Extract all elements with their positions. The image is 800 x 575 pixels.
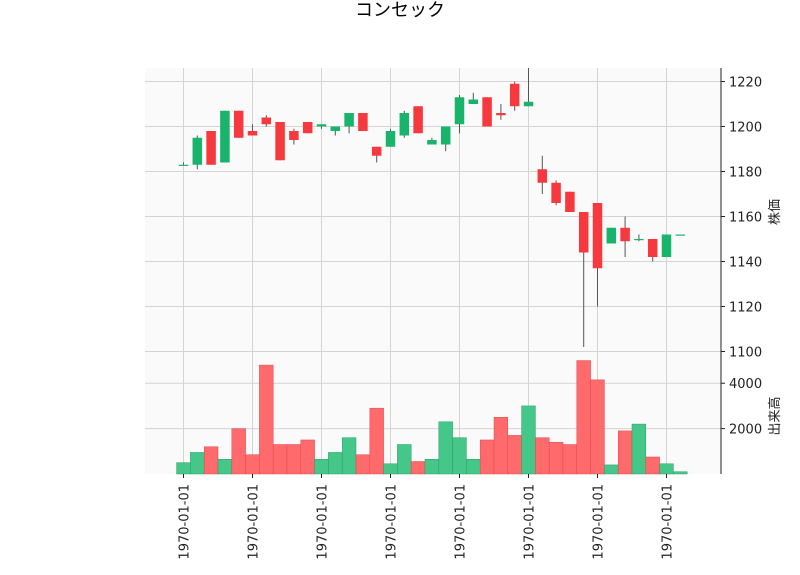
- price-tick-label: 1220: [729, 76, 762, 91]
- candle-body: [620, 227, 630, 242]
- candle-body: [206, 131, 216, 165]
- candle-body: [606, 227, 617, 244]
- volume-tick-label: 4000: [729, 377, 762, 392]
- candle-body: [344, 113, 354, 127]
- volume-bar: [535, 437, 550, 475]
- candle-body: [302, 122, 313, 134]
- volume-bar: [631, 423, 647, 475]
- x-tick-label: 1970-01-01: [592, 484, 607, 560]
- volume-bar: [410, 461, 426, 475]
- candle-body: [427, 140, 437, 145]
- candle-body: [289, 131, 299, 140]
- x-tick-label: 1970-01-01: [178, 484, 193, 560]
- price-tick-label: 1200: [729, 121, 762, 136]
- volume-bar: [673, 471, 688, 475]
- candle-body: [316, 124, 327, 127]
- volume-bar: [272, 444, 288, 475]
- candle-body: [233, 110, 244, 138]
- volume-bar: [231, 428, 246, 475]
- price-tick-label: 1140: [729, 256, 762, 271]
- volume-bar: [217, 459, 233, 475]
- volume-bar: [645, 456, 660, 475]
- volume-bar: [562, 444, 578, 475]
- candle-body: [275, 122, 285, 161]
- volume-bar: [176, 462, 191, 475]
- volume-bar: [245, 454, 260, 475]
- candle-body: [496, 113, 506, 116]
- volume-bar: [507, 435, 522, 475]
- price-tick-label: 1180: [729, 166, 762, 181]
- candle-body: [413, 106, 423, 134]
- candle-body: [385, 131, 396, 147]
- candle-body: [634, 239, 644, 241]
- volume-panel: 2000 4000: [145, 356, 762, 475]
- candle-body: [330, 126, 341, 131]
- price-tick-label: 1120: [729, 301, 762, 316]
- volume-bar: [369, 407, 384, 475]
- x-tick-label: 1970-01-01: [454, 484, 469, 560]
- volume-bar: [466, 459, 481, 475]
- volume-bar: [604, 464, 619, 475]
- volume-bar: [286, 444, 302, 475]
- volume-bar: [452, 437, 467, 475]
- candle-body: [399, 113, 410, 136]
- candle-body: [578, 212, 589, 253]
- candle-body: [440, 126, 451, 145]
- volume-bar: [659, 463, 674, 475]
- volume-bar: [341, 437, 357, 475]
- volume-bar: [521, 405, 536, 475]
- volume-bar: [576, 360, 591, 475]
- volume-bar: [590, 379, 605, 475]
- volume-bar: [548, 441, 564, 475]
- candle-body: [592, 203, 603, 269]
- candle-body: [261, 117, 272, 125]
- candle-body: [551, 182, 561, 203]
- x-tick-label: 1970-01-01: [385, 484, 400, 560]
- volume-bar: [617, 430, 633, 475]
- candle-body: [220, 110, 230, 163]
- volume-bar: [259, 364, 274, 475]
- x-tick-label: 1970-01-01: [316, 484, 331, 560]
- candle-body: [537, 169, 548, 183]
- volume-bar: [355, 454, 371, 475]
- candle-body: [509, 83, 520, 107]
- candle-body: [358, 113, 368, 131]
- candle-body: [565, 191, 575, 212]
- volume-bar: [328, 452, 343, 475]
- volume-bar: [383, 463, 398, 475]
- volume-bar: [190, 452, 205, 475]
- x-axis: 1970-01-01 1970-01-01 1970-01-01 1970-01-01…: [178, 68, 722, 560]
- candle-body: [371, 146, 382, 156]
- candle-body: [647, 239, 658, 257]
- volume-bar: [424, 459, 440, 475]
- x-tick-label: 1970-01-01: [247, 484, 262, 560]
- volume-bar: [438, 421, 453, 475]
- volume-axis-label: 出来高: [767, 396, 783, 435]
- price-tick-label: 1100: [729, 346, 762, 361]
- candle-body: [454, 97, 465, 125]
- chart-title: コンセック: [355, 0, 445, 21]
- candle-body: [482, 97, 492, 127]
- candle-body: [247, 131, 258, 136]
- candle-body: [675, 234, 686, 236]
- candle-body: [661, 234, 672, 257]
- volume-bar: [397, 444, 412, 475]
- candle-body: [468, 99, 479, 104]
- price-tick-label: 1160: [729, 211, 762, 226]
- price-axis-label: 株価: [768, 199, 783, 225]
- candle-body: [192, 137, 203, 165]
- volume-bar: [203, 446, 219, 475]
- price-plot-area: [145, 68, 721, 356]
- candle-body: [523, 101, 534, 107]
- x-tick-label: 1970-01-01: [523, 484, 538, 560]
- volume-bar: [493, 417, 509, 475]
- x-tick-label: 1970-01-01: [661, 484, 676, 560]
- volume-bar: [300, 439, 315, 475]
- volume-tick-label: 2000: [729, 423, 762, 438]
- price-panel: 1100 1120 1140 1160 1180 1200 1220: [145, 68, 762, 361]
- volume-bar: [479, 439, 495, 475]
- volume-bar: [314, 459, 329, 475]
- candle-body: [178, 164, 189, 166]
